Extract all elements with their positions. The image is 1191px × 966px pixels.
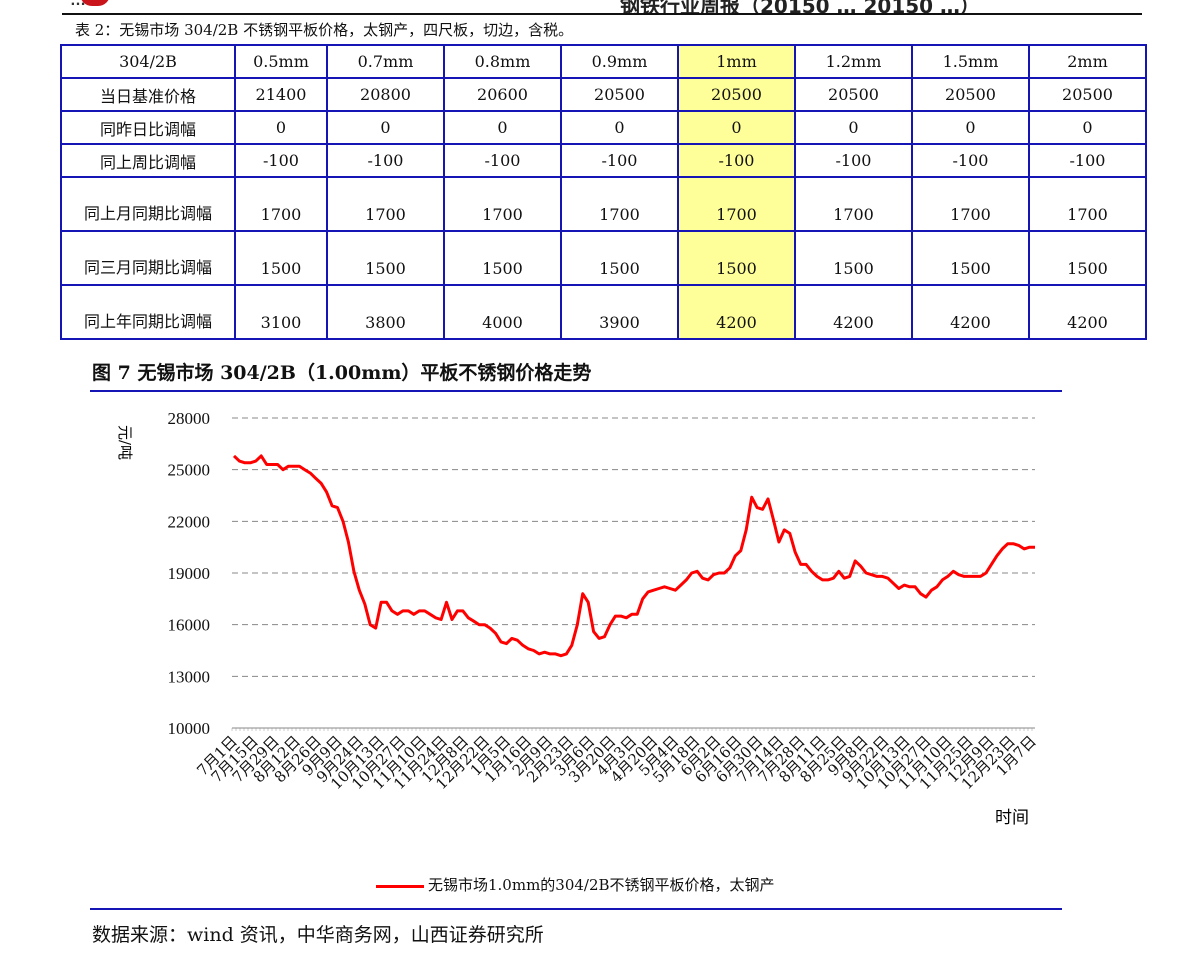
- table-cell: 3100: [234, 284, 328, 340]
- table-cell: 21400: [234, 77, 328, 112]
- table-cell: 20600: [443, 77, 562, 112]
- table-cell: 1700: [234, 176, 328, 232]
- price-series-line: [232, 454, 1035, 658]
- row-label: 当日基准价格: [60, 77, 236, 112]
- table-cell: 0: [326, 110, 445, 145]
- column-header: 1.2mm: [794, 44, 913, 79]
- table-cell: 3900: [560, 284, 679, 340]
- table-cell: 3800: [326, 284, 445, 340]
- chart-legend: 无锡市场1.0mm的304/2B不锈钢平板价格，太钢产: [376, 874, 775, 895]
- table-cell-highlighted: 0: [677, 110, 796, 145]
- x-axis-ticks: 7月1日7月15日7月29日8月12日8月26日9月9日9月24日10月13日1…: [193, 728, 1040, 793]
- table-cell: 0: [560, 110, 679, 145]
- y-tick-label: 16000: [168, 616, 211, 635]
- table-cell: 20500: [911, 77, 1030, 112]
- y-tick-label: 19000: [168, 564, 211, 583]
- table-cell: 4000: [443, 284, 562, 340]
- y-tick-label: 10000: [168, 719, 211, 738]
- column-header: 0.5mm: [234, 44, 328, 79]
- table-cell: 1700: [1028, 176, 1147, 232]
- row-label: 同昨日比调幅: [60, 110, 236, 145]
- column-header: 1.5mm: [911, 44, 1030, 79]
- table-cell: 1500: [911, 230, 1030, 286]
- row-label: 同上周比调幅: [60, 143, 236, 178]
- column-header: 0.9mm: [560, 44, 679, 79]
- table-row: 同上年同期比调幅 3100 3800 4000 3900 4200 4200 4…: [60, 284, 1147, 340]
- table-cell: 20500: [1028, 77, 1147, 112]
- x-axis-label: 时间: [995, 808, 1029, 828]
- table-cell: 20500: [560, 77, 679, 112]
- table-cell: 1500: [560, 230, 679, 286]
- table-row: 同上周比调幅 -100 -100 -100 -100 -100 -100 -10…: [60, 143, 1147, 178]
- header-left-text: …: [70, 0, 86, 9]
- column-header: 2mm: [1028, 44, 1147, 79]
- table-cell: 4200: [794, 284, 913, 340]
- header-report-title: 钢铁行业周报（20150 … 20150 …）: [620, 0, 981, 14]
- table-cell-highlighted: 1500: [677, 230, 796, 286]
- column-header: 304/2B: [60, 44, 236, 79]
- table-header-row: 304/2B 0.5mm 0.7mm 0.8mm 0.9mm 1mm 1.2mm…: [60, 44, 1147, 79]
- table-cell-highlighted: 4200: [677, 284, 796, 340]
- y-tick-label: 13000: [168, 667, 211, 686]
- y-axis-label: 元/吨: [116, 425, 134, 460]
- table-cell: 4200: [911, 284, 1030, 340]
- figure-top-rule: [90, 390, 1062, 392]
- table-row: 同上月同期比调幅 1700 1700 1700 1700 1700 1700 1…: [60, 176, 1147, 232]
- table-caption: 表 2：无锡市场 304/2B 不锈钢平板价格，太钢产，四尺板，切边，含税。: [75, 21, 574, 39]
- column-header-highlighted: 1mm: [677, 44, 796, 79]
- company-logo-icon: [80, 0, 110, 6]
- table-row: 同三月同期比调幅 1500 1500 1500 1500 1500 1500 1…: [60, 230, 1147, 286]
- table-cell: -100: [911, 143, 1030, 178]
- y-axis-ticks: 10000 13000 16000 19000 22000 25000 28000: [168, 409, 211, 738]
- table-cell-highlighted: -100: [677, 143, 796, 178]
- table-cell: 1500: [234, 230, 328, 286]
- column-header: 0.8mm: [443, 44, 562, 79]
- header-divider: [62, 13, 1142, 15]
- chart-series: [232, 454, 1035, 658]
- table-row: 同昨日比调幅 0 0 0 0 0 0 0 0: [60, 110, 1147, 145]
- table-cell: 0: [1028, 110, 1147, 145]
- price-table: 304/2B 0.5mm 0.7mm 0.8mm 0.9mm 1mm 1.2mm…: [60, 44, 1147, 340]
- table-cell: 0: [911, 110, 1030, 145]
- table-cell: 1700: [443, 176, 562, 232]
- table-cell: -100: [560, 143, 679, 178]
- table-cell-highlighted: 1700: [677, 176, 796, 232]
- page-header: … 钢铁行业周报（20150 … 20150 …）: [0, 0, 1191, 14]
- column-header: 0.7mm: [326, 44, 445, 79]
- y-tick-label: 22000: [168, 512, 211, 531]
- chart-gridlines: [232, 417, 1035, 677]
- table-cell: 0: [443, 110, 562, 145]
- price-trend-chart: 10000 13000 16000 19000 22000 25000 28000 7月1日…: [116, 409, 1040, 828]
- table-cell: -100: [443, 143, 562, 178]
- legend-label: 无锡市场1.0mm的304/2B不锈钢平板价格，太钢产: [428, 876, 775, 894]
- table-cell: 0: [234, 110, 328, 145]
- y-tick-label: 25000: [168, 461, 211, 480]
- table-cell: 0: [794, 110, 913, 145]
- table-cell: 1700: [326, 176, 445, 232]
- table-cell: 20800: [326, 77, 445, 112]
- table-cell: -100: [794, 143, 913, 178]
- table-cell-highlighted: 20500: [677, 77, 796, 112]
- figure-title: 图 7 无锡市场 304/2B（1.00mm）平板不锈钢价格走势: [92, 362, 592, 384]
- table-cell: 1700: [560, 176, 679, 232]
- table-cell: 1700: [794, 176, 913, 232]
- y-tick-label: 28000: [168, 409, 211, 428]
- table-cell: -100: [234, 143, 328, 178]
- table-cell: 1500: [443, 230, 562, 286]
- row-label: 同上年同期比调幅: [60, 284, 236, 340]
- table-cell: 1500: [326, 230, 445, 286]
- table-row: 当日基准价格 21400 20800 20600 20500 20500 205…: [60, 77, 1147, 112]
- row-label: 同三月同期比调幅: [60, 230, 236, 286]
- figure-bottom-rule: [90, 908, 1062, 910]
- table-cell: -100: [326, 143, 445, 178]
- table-cell: 20500: [794, 77, 913, 112]
- table-cell: 1500: [1028, 230, 1147, 286]
- table-cell: 1500: [794, 230, 913, 286]
- row-label: 同上月同期比调幅: [60, 176, 236, 232]
- legend-swatch: [376, 884, 424, 888]
- table-cell: -100: [1028, 143, 1147, 178]
- table-cell: 1700: [911, 176, 1030, 232]
- data-source-note: 数据来源：wind 资讯，中华商务网，山西证券研究所: [92, 924, 544, 946]
- table-cell: 4200: [1028, 284, 1147, 340]
